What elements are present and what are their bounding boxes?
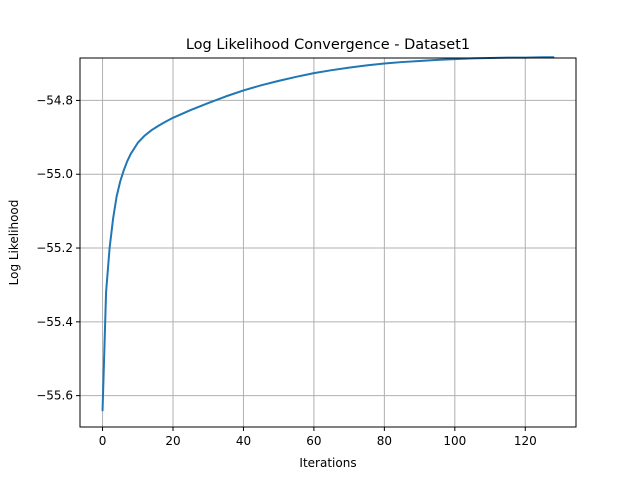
x-tick-label: 0: [99, 434, 107, 448]
axis-ticks: 0 20 40 60 80 100 120 −55.6 −55.4 −55.2 −55.0 −54.8: [36, 93, 537, 448]
x-tick-label: 100: [443, 434, 466, 448]
x-tick-label: 120: [514, 434, 537, 448]
x-tick-label: 40: [236, 434, 251, 448]
grid-lines: [80, 58, 576, 427]
x-tick-label: 20: [165, 434, 180, 448]
y-tick-label: −55.6: [36, 389, 73, 403]
y-tick-label: −55.2: [36, 241, 73, 255]
x-tick-label: 60: [306, 434, 321, 448]
y-axis-label: Log Likelihood: [7, 200, 21, 286]
plot-frame: [79, 57, 577, 428]
chart-title: Log Likelihood Convergence - Dataset1: [186, 37, 470, 53]
series-layer: [101, 56, 555, 412]
y-tick-label: −55.4: [36, 315, 73, 329]
series-line: [101, 56, 555, 412]
x-axis-label: Iterations: [299, 456, 356, 470]
y-tick-label: −55.0: [36, 167, 73, 181]
y-tick-label: −54.8: [36, 93, 73, 107]
x-tick-label: 80: [377, 434, 392, 448]
